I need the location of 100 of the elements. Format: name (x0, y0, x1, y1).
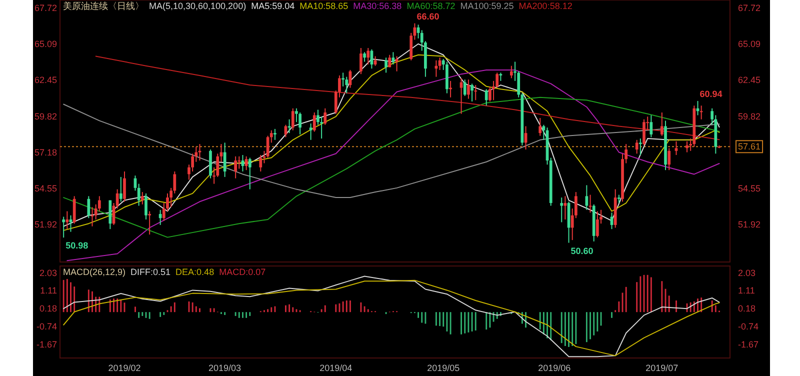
candlestick (384, 57, 388, 74)
annotation: 50.98 (66, 240, 88, 251)
candlestick (650, 114, 653, 138)
candlestick (312, 112, 316, 132)
candlestick (234, 156, 237, 179)
chart-title: MACD(26,12,9) (63, 267, 126, 277)
candlestick (259, 154, 262, 172)
candlestick (62, 216, 66, 238)
candlestick (463, 79, 466, 97)
y2-tick-label: -0.74 (738, 321, 759, 332)
candlestick (288, 118, 291, 134)
candlestick (284, 124, 288, 138)
candlestick (564, 196, 567, 220)
candlestick (484, 88, 488, 106)
candlestick (72, 196, 76, 224)
candlestick (116, 188, 119, 210)
candlestick (542, 124, 546, 140)
line-series (63, 104, 720, 198)
candlestick (674, 140, 678, 156)
y-tick-label: 62.45 (34, 75, 57, 86)
candlestick (366, 48, 370, 65)
line-series (63, 96, 720, 238)
candlestick (123, 170, 126, 202)
candlestick (588, 194, 592, 214)
candlestick (119, 176, 122, 202)
candlestick (198, 144, 202, 161)
y-tick-label: -1.67 (36, 339, 57, 350)
y-tick-label: -0.74 (36, 321, 57, 332)
x-tick-label: 2019/03 (208, 363, 242, 373)
candlestick (635, 139, 638, 154)
y-tick-label: 59.82 (34, 111, 57, 122)
annotation: 66.60 (416, 11, 440, 22)
candlestick (585, 184, 588, 210)
chart-title: 美原油连续〈日线〉 (63, 1, 144, 11)
y2-tick-label: 1.11 (738, 286, 755, 296)
series-label: DEA:0.48 (176, 267, 214, 277)
y-tick-label: 0.18 (39, 304, 57, 314)
candlestick (560, 197, 564, 223)
x-tick-label: 2019/05 (427, 363, 460, 373)
candlestick (274, 128, 276, 140)
candlestick (148, 210, 152, 236)
candlestick (345, 76, 348, 94)
candlestick (144, 192, 148, 220)
y-tick-label: 51.92 (34, 220, 57, 230)
text: DIFF:0.51 (130, 267, 171, 277)
candlestick (638, 138, 642, 156)
y-tick-label: 67.72 (34, 2, 57, 13)
y2-tick-label: 54.55 (738, 184, 761, 194)
candlestick (467, 79, 470, 100)
candlestick (642, 118, 646, 146)
text: MA60:58.72 (406, 1, 456, 11)
candlestick (596, 210, 599, 238)
text: MACD:0.07 (219, 267, 266, 277)
y2-tick-label: 65.09 (738, 39, 761, 50)
candlestick (686, 140, 688, 153)
candlestick (668, 148, 671, 171)
candlestick (108, 200, 112, 230)
candlestick (610, 212, 614, 230)
x-tick-label: 2019/07 (646, 363, 678, 373)
candlestick (87, 196, 90, 219)
candlestick (140, 192, 144, 205)
candlestick (309, 122, 312, 140)
candlestick (137, 183, 140, 206)
candlestick (248, 157, 252, 190)
y-tick-label: 57.18 (34, 148, 57, 158)
text: MA100:59.25 (460, 1, 514, 11)
y2-tick-label: -1.67 (738, 339, 759, 350)
y2-tick-label: 2.03 (738, 268, 756, 278)
text: MA5:59.04 (251, 1, 295, 11)
y-tick-label: 65.09 (34, 39, 57, 50)
y2-tick-label: 67.72 (738, 2, 761, 13)
candlestick (238, 156, 241, 170)
candlestick (700, 105, 703, 120)
candlestick (363, 52, 366, 62)
candlestick (90, 206, 94, 227)
y2-tick-label: 51.92 (738, 220, 761, 230)
candlestick (158, 209, 162, 226)
candlestick (298, 112, 302, 135)
candlestick (324, 108, 327, 126)
annotation: 60.94 (700, 88, 722, 99)
y-tick-label: 1.11 (40, 286, 57, 296)
x-tick-label: 2019/02 (108, 363, 141, 373)
candlestick (291, 108, 294, 131)
text: MA200:58.12 (518, 1, 572, 11)
candlestick (660, 112, 664, 136)
y-tick-label: 2.03 (39, 268, 57, 278)
candlestick (66, 210, 69, 230)
y2-tick-label: 59.82 (738, 111, 761, 122)
candlestick (388, 54, 392, 68)
text: MA30:56.38 (353, 1, 402, 11)
candlestick (470, 83, 474, 102)
y2-tick-label: 0.18 (738, 304, 756, 314)
x-tick-label: 2019/06 (538, 363, 571, 373)
candlestick (538, 117, 542, 136)
candlestick (474, 84, 478, 101)
x-tick-label: 2019/04 (320, 363, 352, 373)
y2-tick-label: 62.45 (738, 75, 761, 86)
y-tick-label: 54.55 (34, 184, 57, 194)
candlestick (510, 65, 513, 79)
ref-line-label: 57.61 (738, 142, 761, 152)
